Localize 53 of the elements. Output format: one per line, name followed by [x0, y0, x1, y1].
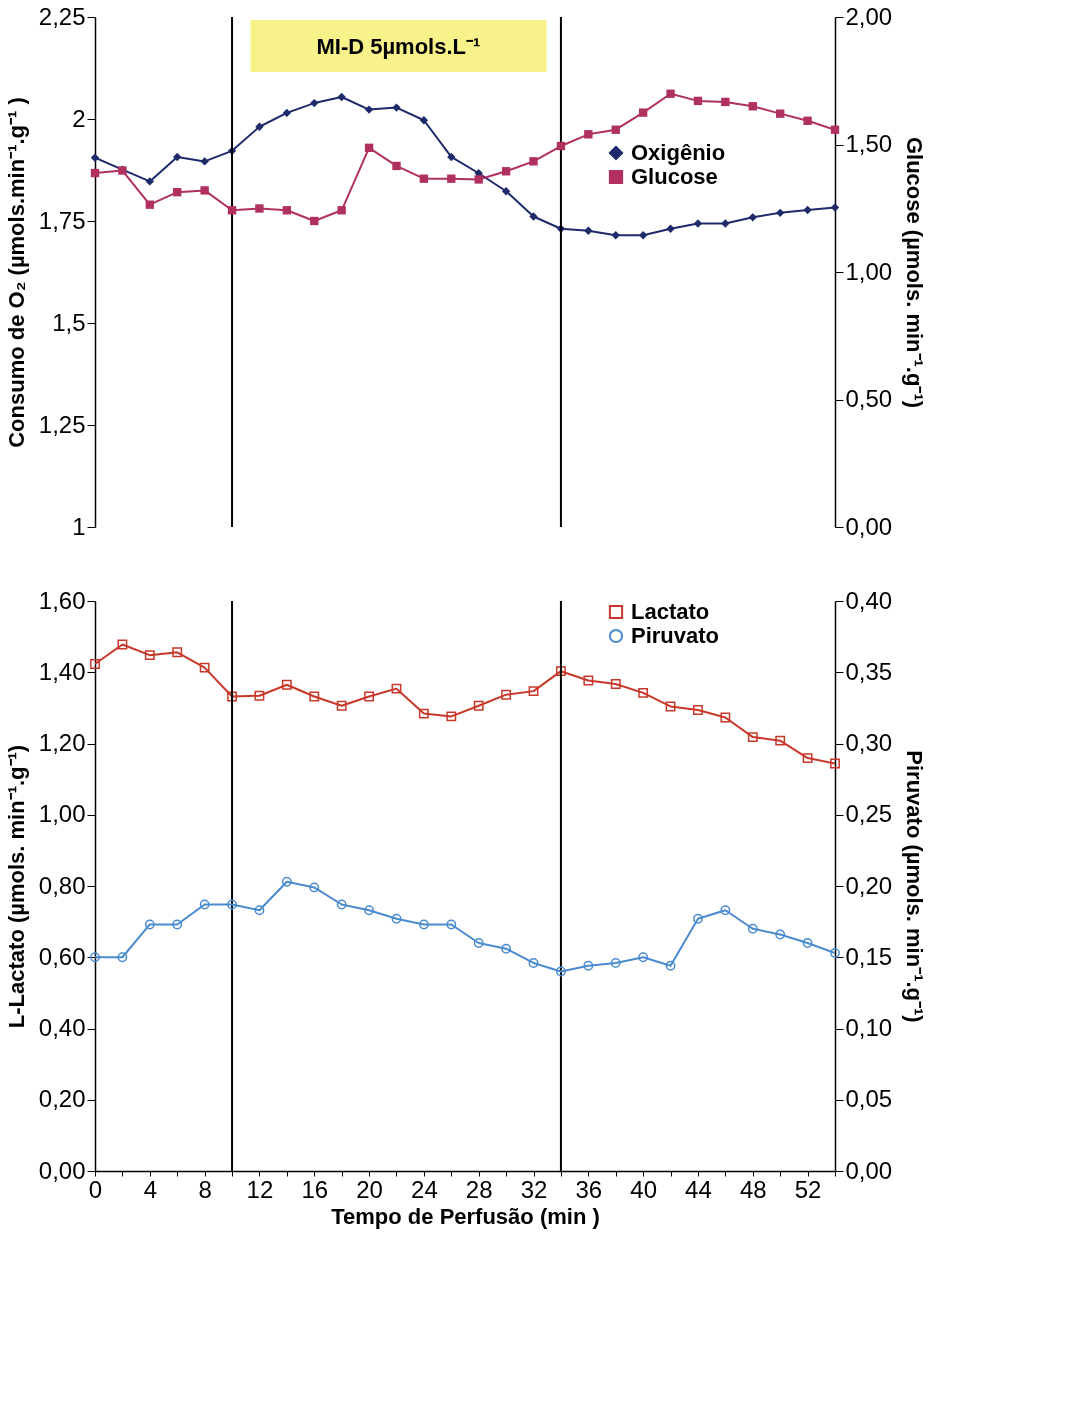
x-tick-label: 52: [794, 1175, 822, 1203]
y2-axis-title: Glucose (µmols. min⁻¹.g⁻¹): [902, 136, 928, 409]
y-tick-label: 1,5: [52, 308, 86, 336]
y2-tick-label: 0,25: [845, 800, 893, 828]
x-tick-label: 40: [630, 1175, 657, 1203]
x-axis-title: Tempo de Perfusão (min ): [331, 1203, 600, 1229]
y-tick-label: 0,40: [38, 1014, 86, 1041]
x-tick-label: 24: [411, 1175, 438, 1203]
x-tick-label: 20: [356, 1175, 383, 1203]
y2-tick-label: 0,00: [845, 512, 893, 540]
y-tick-label: 0,60: [38, 942, 86, 970]
y2-tick-label: 0,00: [845, 1156, 893, 1184]
y2-axis-title: Piruvato (µmols. min⁻¹.g⁻¹): [902, 750, 928, 1023]
y2-tick-label: 0,50: [845, 385, 893, 412]
y-axis-title: L-Lactato (µmols. min⁻¹.g⁻¹): [3, 744, 29, 1029]
x-tick-label: 16: [301, 1175, 329, 1203]
y2-tick-label: 0,40: [845, 586, 893, 614]
y-tick-label: 1,00: [38, 800, 86, 828]
x-tick-label: 8: [198, 1175, 212, 1203]
annotation: MI-D 5µmols.L⁻¹: [316, 34, 481, 59]
legend-label: Oxigênio: [631, 140, 726, 165]
y-tick-label: 1,40: [38, 657, 86, 685]
y-tick-label: 1,20: [38, 729, 86, 756]
x-tick-label: 0: [88, 1175, 103, 1203]
y2-tick-label: 0,15: [845, 942, 893, 970]
y2-tick-label: 0,20: [845, 871, 893, 899]
legend-label: Lactato: [631, 599, 710, 624]
y-tick-label: 0,00: [38, 1156, 86, 1184]
y-tick-label: 0,80: [38, 871, 86, 899]
x-tick-label: 48: [739, 1175, 767, 1203]
y-tick-label: 2,25: [38, 2, 86, 30]
y-axis-title: Consumo de O₂ (µmols.min⁻¹.g⁻¹ ): [3, 97, 29, 448]
x-tick-label: 44: [685, 1175, 712, 1203]
y2-tick-label: 0,10: [845, 1014, 893, 1041]
y2-tick-label: 0,05: [845, 1085, 893, 1113]
x-tick-label: 36: [575, 1175, 603, 1203]
x-tick-label: 4: [143, 1175, 157, 1203]
y2-tick-label: 0,30: [845, 729, 893, 756]
y2-tick-label: 1,00: [845, 257, 893, 285]
y-tick-label: 2: [72, 104, 86, 132]
y-tick-label: 0,20: [38, 1085, 86, 1113]
x-tick-label: 32: [520, 1175, 548, 1203]
y-tick-label: 1: [72, 512, 86, 540]
x-tick-label: 28: [465, 1175, 493, 1203]
y-tick-label: 1,25: [38, 410, 86, 438]
y2-tick-label: 1,50: [845, 130, 893, 157]
legend-label: Piruvato: [631, 623, 720, 648]
legend-label: Glucose: [631, 164, 718, 189]
y2-tick-label: 0,35: [845, 657, 893, 685]
x-tick-label: 12: [246, 1175, 274, 1203]
y-tick-label: 1,60: [38, 586, 86, 614]
y2-tick-label: 2,00: [845, 2, 893, 30]
y-tick-label: 1,75: [38, 206, 86, 234]
